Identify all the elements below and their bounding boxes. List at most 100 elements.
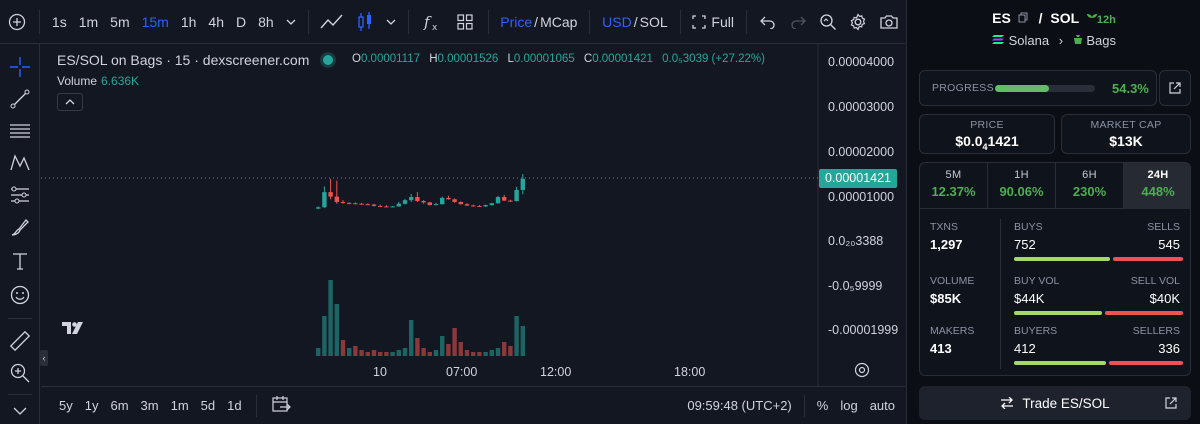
- copy-icon[interactable]: [1018, 12, 1028, 23]
- candle-body: [334, 196, 339, 202]
- layouts-button[interactable]: [448, 0, 481, 44]
- interval-d[interactable]: D: [236, 13, 247, 30]
- progress-link-button[interactable]: [1159, 70, 1191, 106]
- resize-handle[interactable]: ‹: [40, 350, 48, 366]
- price-axis-label: 0.0₂₀3388: [828, 234, 884, 248]
- range-1m[interactable]: 1m: [170, 398, 189, 413]
- pair-age: 12h: [1086, 14, 1116, 26]
- trade-button[interactable]: Trade ES/SOL: [919, 386, 1191, 420]
- crosshair-tool[interactable]: [7, 54, 33, 80]
- price-axis-label: 0.00004000: [828, 55, 895, 69]
- mcap-toggle[interactable]: MCap: [540, 13, 578, 30]
- brush-icon: [11, 219, 29, 236]
- interval-1h[interactable]: 1h: [180, 13, 197, 30]
- volume-bar: [390, 352, 395, 356]
- interval-1m[interactable]: 1m: [78, 13, 99, 30]
- emoji-tool[interactable]: [7, 282, 33, 308]
- price-toggle[interactable]: Price: [500, 13, 533, 30]
- expand-tools-button[interactable]: [7, 400, 33, 422]
- settings-button[interactable]: [843, 0, 873, 44]
- chart-settings-button[interactable]: [854, 362, 870, 383]
- target-icon: [854, 362, 870, 378]
- candle-body: [446, 197, 451, 200]
- ruler-tool[interactable]: [7, 328, 33, 354]
- range-3m[interactable]: 3m: [140, 398, 159, 413]
- chart-style-dropdown[interactable]: [380, 0, 402, 44]
- price-axis-label: 0.00003000: [828, 100, 895, 114]
- seedling-icon: [1086, 14, 1097, 23]
- percent-scale-toggle[interactable]: %: [816, 398, 829, 413]
- volume-bar: [495, 348, 501, 356]
- interval-15m[interactable]: 15m: [141, 13, 169, 30]
- redo-button[interactable]: [783, 0, 813, 44]
- tab-24h[interactable]: 24H 448%: [1124, 163, 1190, 209]
- brush-tool[interactable]: [7, 214, 33, 240]
- trade-external-link-button[interactable]: [1165, 396, 1177, 414]
- tradingview-logo[interactable]: [61, 320, 89, 340]
- prediction-tool[interactable]: [7, 182, 33, 208]
- price-chart[interactable]: ES/SOL on Bags · 15 · dexscreener.com O0…: [41, 44, 905, 386]
- pair-title: ES/SOL on Bags · 15 · dexscreener.com: [57, 52, 310, 68]
- dex-name[interactable]: Bags: [1086, 33, 1116, 48]
- interval-8h[interactable]: 8h: [258, 13, 274, 30]
- collapse-legend-button[interactable]: [57, 93, 83, 111]
- smiley-icon: [10, 285, 30, 305]
- progress-card: PROGRESS 54.3%: [919, 70, 1157, 106]
- progress-label: PROGRESS: [932, 82, 994, 94]
- tab-6h[interactable]: 6H 230%: [1056, 163, 1124, 209]
- grid-icon: [457, 13, 473, 30]
- range-6m[interactable]: 6m: [110, 398, 129, 413]
- range-1y[interactable]: 1y: [84, 398, 99, 413]
- zoom-tool[interactable]: [7, 360, 33, 386]
- tab-5m[interactable]: 5M 12.37%: [920, 163, 988, 209]
- chevron-down-icon: [13, 407, 27, 415]
- chart-canvas[interactable]: [41, 44, 905, 386]
- candle-body: [427, 202, 432, 206]
- time-axis-label: 18:00: [674, 365, 706, 379]
- screenshot-button[interactable]: [873, 0, 905, 44]
- interval-5m[interactable]: 5m: [110, 13, 130, 30]
- volume-value: 6.636K: [101, 74, 140, 88]
- volume-bar: [433, 350, 439, 356]
- chain-name[interactable]: Solana: [1008, 33, 1050, 48]
- pattern-tool[interactable]: [7, 150, 33, 176]
- candle-body: [347, 202, 352, 204]
- candle-body: [458, 201, 463, 205]
- bags-icon: [1073, 35, 1082, 44]
- auto-scale-toggle[interactable]: auto: [869, 398, 895, 413]
- candles-icon: [358, 11, 372, 31]
- tab-label: 5M: [945, 169, 962, 181]
- price-zero-count: 4: [982, 141, 988, 152]
- usd-toggle[interactable]: USD: [602, 13, 632, 30]
- log-scale-toggle[interactable]: log: [840, 398, 858, 413]
- indicator-line-button[interactable]: [314, 0, 350, 44]
- interval-dropdown[interactable]: [280, 0, 302, 44]
- volume-bar: [384, 352, 389, 356]
- range-5d[interactable]: 5d: [200, 398, 216, 413]
- candle-style-button[interactable]: [350, 0, 380, 44]
- range-5y[interactable]: 5y: [59, 398, 73, 413]
- interval-4h[interactable]: 4h: [208, 13, 224, 30]
- tab-1h[interactable]: 1H 90.06%: [988, 163, 1056, 209]
- toolbar-divider: [589, 9, 591, 34]
- goto-date-button[interactable]: [265, 395, 297, 416]
- add-symbol-button[interactable]: [0, 0, 33, 44]
- sol-toggle[interactable]: SOL: [639, 13, 668, 30]
- candle-body: [477, 205, 482, 207]
- trendline-tool[interactable]: [7, 86, 33, 112]
- current-price-tag: 0.00001421: [819, 169, 897, 188]
- undo-button[interactable]: [753, 0, 783, 44]
- range-1d[interactable]: 1d: [227, 398, 242, 413]
- timezone-clock[interactable]: 09:59:48 (UTC+2): [687, 398, 792, 413]
- candle-body: [359, 203, 364, 205]
- interval-1s[interactable]: 1s: [51, 13, 67, 30]
- external-link-icon: [1169, 82, 1181, 94]
- fullscreen-button[interactable]: Full: [686, 0, 740, 44]
- fib-tool[interactable]: [7, 118, 33, 144]
- text-tool[interactable]: [7, 248, 33, 274]
- volume-bar: [396, 350, 401, 356]
- volume-bar: [347, 348, 352, 356]
- quick-search-button[interactable]: [813, 0, 843, 44]
